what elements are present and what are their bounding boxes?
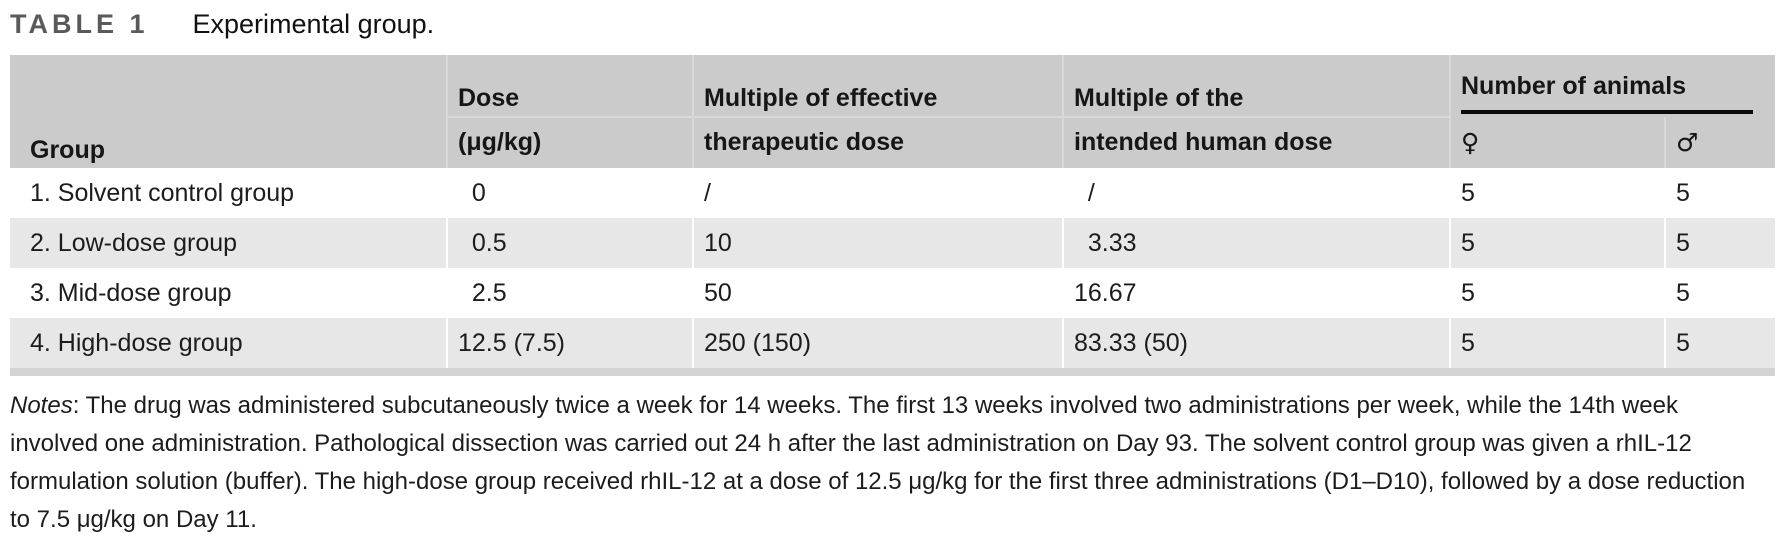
- cell-male-count: 5: [1664, 318, 1775, 368]
- experimental-group-table: Group Dose Multiple of effective Multipl…: [10, 55, 1775, 368]
- cell-multiple-effective: 250 (150): [692, 318, 1063, 368]
- cell-male-count: 5: [1664, 168, 1775, 218]
- table-number-label: TABLE 1: [10, 9, 149, 39]
- cell-multiple-effective: 50: [692, 268, 1063, 318]
- table-row-high-dose: 4. High-dose group 12.5 (7.5) 250 (150) …: [10, 318, 1775, 368]
- table-caption: TABLE 1 Experimental group.: [0, 0, 1780, 40]
- cell-male-count: 5: [1664, 218, 1775, 268]
- table-header: Group Dose Multiple of effective Multipl…: [10, 55, 1775, 168]
- col-header-number-of-animals: Number of animals: [1449, 55, 1775, 117]
- table-row-low-dose: 2. Low-dose group 0.5 10 3.33 5 5: [10, 218, 1775, 268]
- col-header-multiple-human-line1: Multiple of the: [1062, 55, 1450, 117]
- cell-male-count: 5: [1664, 268, 1775, 318]
- header-row-top: Group Dose Multiple of effective Multipl…: [10, 55, 1775, 168]
- col-header-multiple-human-line2: intended human dose: [1062, 116, 1450, 168]
- cell-female-count: 5: [1449, 168, 1665, 218]
- number-of-animals-label: Number of animals: [1461, 72, 1753, 114]
- cell-multiple-effective: 10: [692, 218, 1063, 268]
- cell-multiple-effective: /: [692, 168, 1063, 218]
- col-header-group: Group: [10, 55, 447, 168]
- cell-group: 2. Low-dose group: [30, 228, 238, 257]
- table-notes: Notes: The drug was administered subcuta…: [10, 387, 1770, 536]
- table-caption-text: Experimental group.: [192, 9, 435, 39]
- table-body: 1. Solvent control group 0 / / 5 5 2. Lo…: [10, 168, 1775, 368]
- cell-female-count: 5: [1449, 268, 1665, 318]
- col-header-dose-line1: Dose: [446, 55, 693, 117]
- cell-dose: 12.5 (7.5): [446, 318, 693, 368]
- cell-multiple-human: 3.33: [1062, 218, 1450, 268]
- cell-group: 1. Solvent control group: [30, 178, 295, 207]
- cell-female-count: 5: [1449, 218, 1665, 268]
- female-symbol-icon: ♀: [1449, 117, 1665, 168]
- table-bottom-rule: [10, 368, 1775, 376]
- notes-label: Notes: [10, 392, 73, 419]
- col-header-dose-line2: (μg/kg): [446, 116, 693, 168]
- cell-multiple-human: 83.33 (50): [1062, 318, 1450, 368]
- cell-multiple-human: 16.67: [1062, 268, 1450, 318]
- cell-group: 3. Mid-dose group: [30, 278, 232, 307]
- col-header-multiple-effective-line2: therapeutic dose: [692, 116, 1063, 168]
- table-row-solvent-control: 1. Solvent control group 0 / / 5 5: [10, 168, 1775, 218]
- header-row-bottom: (μg/kg) therapeutic dose intended human …: [10, 116, 1775, 168]
- cell-dose: 0.5: [446, 218, 693, 268]
- col-header-multiple-effective-line1: Multiple of effective: [692, 55, 1063, 117]
- cell-multiple-human: /: [1062, 168, 1450, 218]
- male-symbol-icon: ♂: [1664, 117, 1775, 168]
- table-row-mid-dose: 3. Mid-dose group 2.5 50 16.67 5 5: [10, 268, 1775, 318]
- cell-dose: 2.5: [446, 268, 693, 318]
- notes-text: : The drug was administered subcutaneous…: [10, 392, 1746, 533]
- cell-group: 4. High-dose group: [30, 328, 243, 357]
- cell-dose: 0: [446, 168, 693, 218]
- cell-female-count: 5: [1449, 318, 1665, 368]
